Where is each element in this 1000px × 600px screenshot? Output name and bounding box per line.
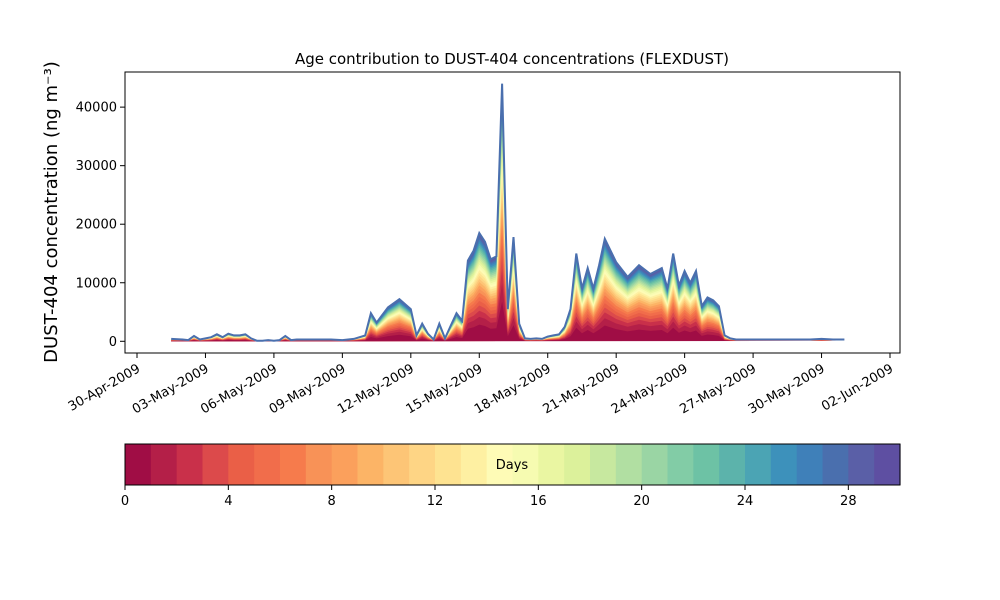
colorbar-cell [280,444,307,485]
colorbar-cell [796,444,824,485]
colorbar-cell [150,444,178,485]
x-axis: 30-Apr-200903-May-200906-May-200909-May-… [66,353,896,417]
age-colorbar: 0 4 8 12 16 20 24 28 Days [121,443,901,509]
colorbar-cell [822,444,849,485]
x-tick-label: 02-Jun-2009 [819,361,896,414]
colorbar-tick-label: 12 [427,494,444,509]
colorbar-tick-label: 8 [328,494,336,509]
colorbar-cell [228,444,255,485]
colorbar-cell [874,444,901,485]
y-tick-label: 20000 [76,218,117,233]
age-layer-1 [171,283,845,342]
colorbar-cell [770,444,798,485]
colorbar-cell [667,444,694,485]
x-tick-label: 06-May-2009 [198,361,280,417]
y-tick-label: 40000 [76,101,117,116]
colorbar-cell [848,444,875,485]
colorbar-cell [693,444,720,485]
x-tick-label: 30-May-2009 [746,361,828,417]
x-tick-label: 18-May-2009 [472,361,554,417]
age-layer-0 [171,301,845,342]
colorbar-cell [357,444,384,485]
x-tick-label: 21-May-2009 [541,361,623,417]
plot-area [124,71,901,354]
x-tick-label: 09-May-2009 [267,361,349,417]
colorbar-cell [383,444,410,485]
x-tick-label: 03-May-2009 [130,361,212,417]
colorbar-tick-label: 16 [530,494,547,509]
age-layer-2 [171,268,845,342]
colorbar-cell [641,444,669,485]
colorbar-cell [409,444,436,485]
colorbar-cell [460,444,488,485]
y-tick-label: 0 [109,335,117,350]
colorbar-cell [564,444,591,485]
y-axis-label: DUST-404 concentration (ng m⁻³) [41,61,62,363]
colorbar-label: Days [496,458,529,473]
total-concentration-line [171,83,845,342]
colorbar-cell [538,444,565,485]
colorbar-cell [615,444,643,485]
colorbar-cell [486,444,514,485]
y-tick-label: 30000 [76,159,117,174]
colorbar-cell [590,444,617,485]
colorbar-cell [202,444,229,485]
colorbar-cell [435,444,462,485]
colorbar-cell [305,444,333,485]
colorbar-cell [176,444,204,485]
x-tick-label: 27-May-2009 [677,361,759,417]
colorbar-cell [512,444,539,485]
x-tick-label: 12-May-2009 [335,361,417,417]
colorbar-cells [125,444,901,485]
colorbar-cell [745,444,772,485]
age-layers [171,83,845,342]
colorbar-cell [331,444,359,485]
colorbar-ticks: 0 4 8 12 16 20 24 28 [121,485,857,509]
y-axis: 0 10000 20000 30000 40000 [76,101,125,350]
colorbar-tick-label: 28 [840,494,857,509]
chart-title: Age contribution to DUST-404 concentrati… [295,50,729,68]
colorbar-frame [124,443,901,486]
colorbar-tick-label: 0 [121,494,129,509]
colorbar-cell [719,444,746,485]
age-layer-4 [171,245,845,342]
x-tick-label: 15-May-2009 [404,361,486,417]
colorbar-cell [254,444,281,485]
y-tick-label: 10000 [76,276,117,291]
colorbar-tick-label: 4 [224,494,232,509]
colorbar-tick-label: 20 [633,494,650,509]
plot-frame [124,71,901,354]
x-tick-label: 24-May-2009 [609,361,691,417]
age-layer-3 [171,256,845,342]
colorbar-tick-label: 24 [737,494,754,509]
colorbar-cell [125,444,152,485]
